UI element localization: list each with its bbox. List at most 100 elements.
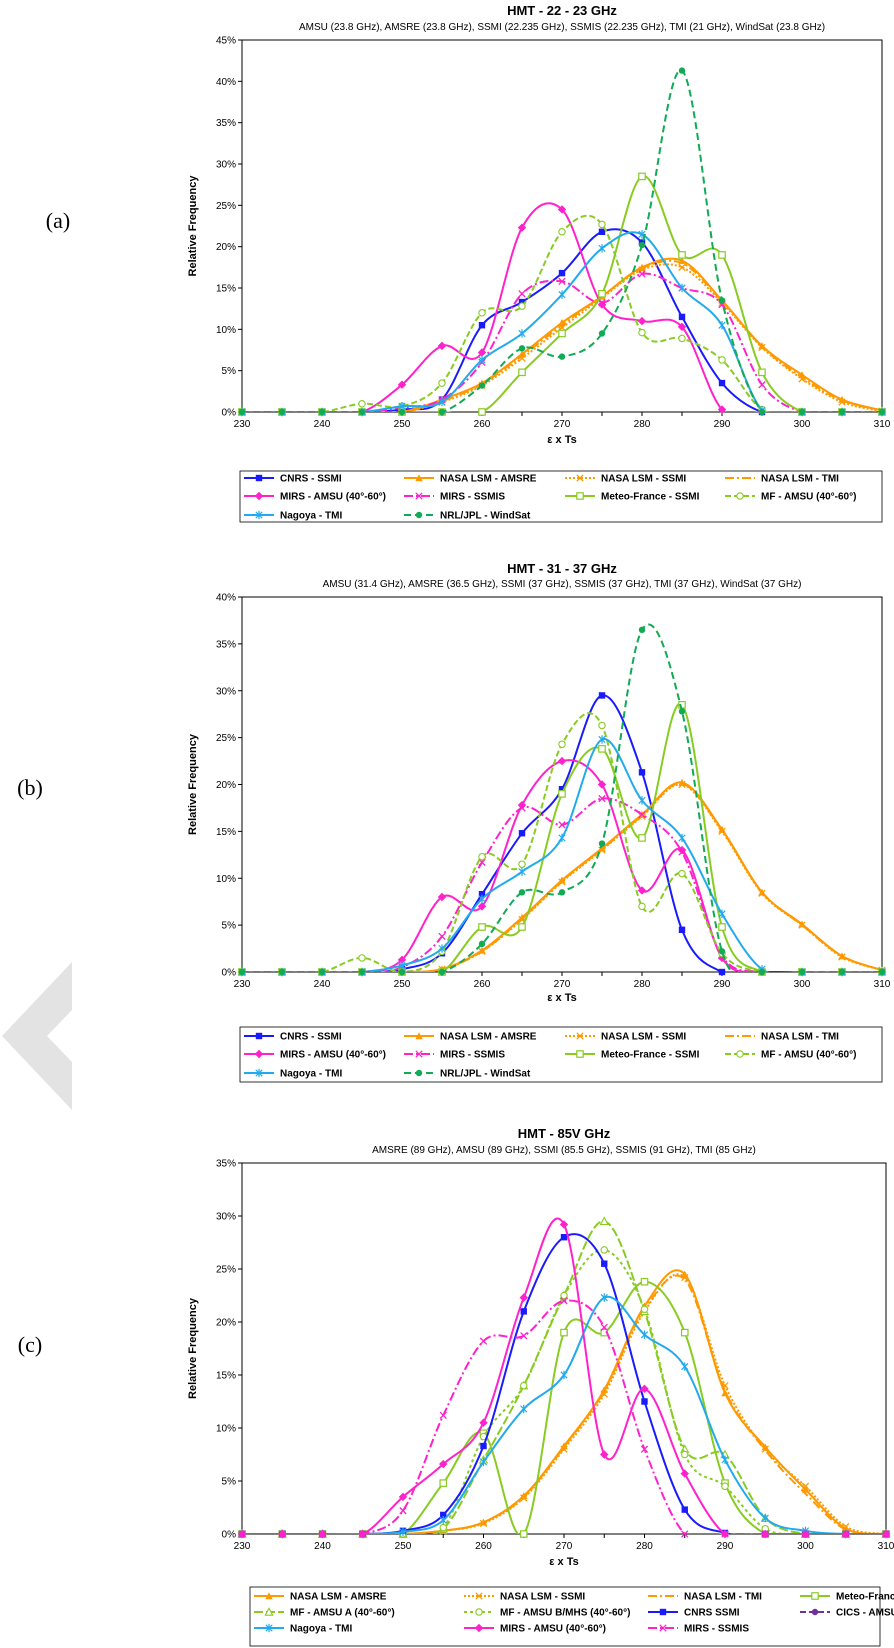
data-point — [681, 1530, 689, 1538]
y-tick-label: 35% — [216, 118, 236, 129]
data-point — [359, 1530, 367, 1538]
x-tick-label: 310 — [874, 979, 891, 990]
series-line — [242, 783, 882, 972]
data-point — [758, 381, 766, 389]
legend-item: MF - AMSU A (40°-60°) — [254, 1607, 395, 1619]
x-tick-label: 290 — [717, 1541, 734, 1552]
data-point — [558, 228, 566, 236]
data-point — [238, 968, 246, 976]
legend-item: NRL/JPL - WindSat — [404, 511, 531, 522]
data-point — [480, 1442, 487, 1450]
legend-label: NASA LSM - AMSRE — [440, 474, 537, 485]
data-point — [518, 354, 526, 362]
legend-label: Meteo-France - SSMI — [601, 1050, 700, 1061]
y-tick-label: 30% — [216, 1212, 236, 1223]
data-point — [518, 889, 526, 896]
y-tick-label: 10% — [216, 325, 236, 336]
data-point — [560, 1291, 568, 1300]
legend-item: NASA LSM - SSMI — [464, 1592, 585, 1603]
x-tick-label: 250 — [394, 419, 411, 430]
data-point — [640, 1277, 649, 1286]
back-arrow-icon[interactable] — [2, 962, 72, 1110]
x-tick-label: 260 — [474, 979, 491, 990]
y-tick-label: 20% — [216, 242, 236, 253]
y-tick-label: 15% — [216, 827, 236, 838]
data-point — [878, 408, 886, 416]
data-point — [478, 309, 486, 317]
data-point — [838, 398, 846, 406]
data-point — [718, 923, 726, 931]
data-point — [798, 408, 806, 416]
y-tick-label: 5% — [222, 921, 237, 932]
data-point — [438, 932, 446, 941]
panel-label: (c) — [18, 1332, 42, 1357]
data-point — [678, 334, 686, 343]
data-point — [721, 1455, 729, 1464]
data-point — [477, 348, 487, 357]
legend-label: CICS - AMSU B/MHS (40°-60°) — [836, 1608, 894, 1619]
data-point — [518, 867, 526, 876]
x-tick-label: 230 — [234, 419, 251, 430]
legend-marker — [475, 1608, 483, 1616]
series-line — [242, 694, 882, 972]
series-nasa-lsm-tmi — [242, 1274, 886, 1534]
legend-item: MF - AMSU B/MHS (40°-60°) — [464, 1608, 630, 1619]
y-tick-label: 10% — [216, 874, 236, 885]
data-point — [598, 220, 606, 229]
y-tick-label: 30% — [216, 686, 236, 697]
data-point — [638, 626, 646, 634]
legend-item: CNRS - SSMI — [244, 1032, 342, 1043]
chart-3: (c) HMT - 85V GHz AMSRE (89 GHz), AMSU (89… — [18, 1126, 894, 1647]
data-point — [600, 1323, 608, 1331]
y-tick-label: 40% — [216, 77, 236, 88]
legend-label: MIRS - SSMIS — [440, 1050, 505, 1061]
back-arrow-icon-notch — [47, 1010, 72, 1062]
data-point — [838, 408, 846, 416]
legend-label: Nagoya - TMI — [280, 1069, 342, 1080]
data-point — [600, 1450, 609, 1459]
legend-label: NASA LSM - AMSRE — [440, 1032, 537, 1043]
data-point — [438, 408, 446, 416]
legend-label: MIRS - SSMIS — [440, 492, 505, 503]
legend-label: MIRS - SSMIS — [684, 1624, 749, 1635]
x-tick-label: 310 — [874, 419, 891, 430]
data-point — [598, 840, 606, 847]
data-point — [758, 968, 766, 976]
data-point — [681, 1506, 688, 1513]
y-axis-label: Relative Frequency — [187, 1297, 199, 1399]
legend-item: Meteo-France - SSMI — [565, 1050, 700, 1061]
legend-label: NASA LSM - SSMI — [500, 1592, 585, 1603]
legend-label: NASA LSM - AMSRE — [290, 1592, 387, 1603]
series-line — [242, 1295, 886, 1534]
data-point — [478, 382, 486, 389]
data-point — [478, 852, 486, 861]
y-tick-label: 20% — [216, 780, 236, 791]
data-point — [398, 408, 406, 416]
x-tick-label: 240 — [314, 419, 331, 430]
legend-marker — [265, 1623, 273, 1633]
data-point — [519, 1293, 528, 1302]
data-point — [517, 800, 527, 810]
data-point — [478, 923, 486, 931]
data-point — [882, 1530, 890, 1538]
data-point — [558, 821, 566, 829]
data-point — [640, 1330, 649, 1339]
series-nrl-jpl-windsat — [238, 623, 886, 976]
y-axis-label: Relative Frequency — [187, 733, 199, 835]
legend-marker — [255, 1068, 263, 1078]
data-point — [397, 955, 407, 965]
data-point — [718, 948, 726, 955]
y-axis-label: Relative Frequency — [187, 175, 199, 277]
data-point — [278, 968, 286, 976]
x-tick-label: 290 — [714, 979, 731, 990]
data-point — [479, 1418, 488, 1427]
legend-item: NASA LSM - SSMI — [565, 1032, 686, 1043]
data-point — [678, 708, 686, 715]
legend-marker — [255, 474, 263, 482]
legend-label: Meteo-France - SSMI — [836, 1592, 894, 1603]
x-tick-label: 230 — [234, 979, 251, 990]
legend — [239, 1026, 883, 1083]
legend-marker — [475, 1592, 483, 1600]
legend-item: MF - AMSU (40°-60°) — [725, 1050, 856, 1061]
data-point — [638, 810, 646, 819]
